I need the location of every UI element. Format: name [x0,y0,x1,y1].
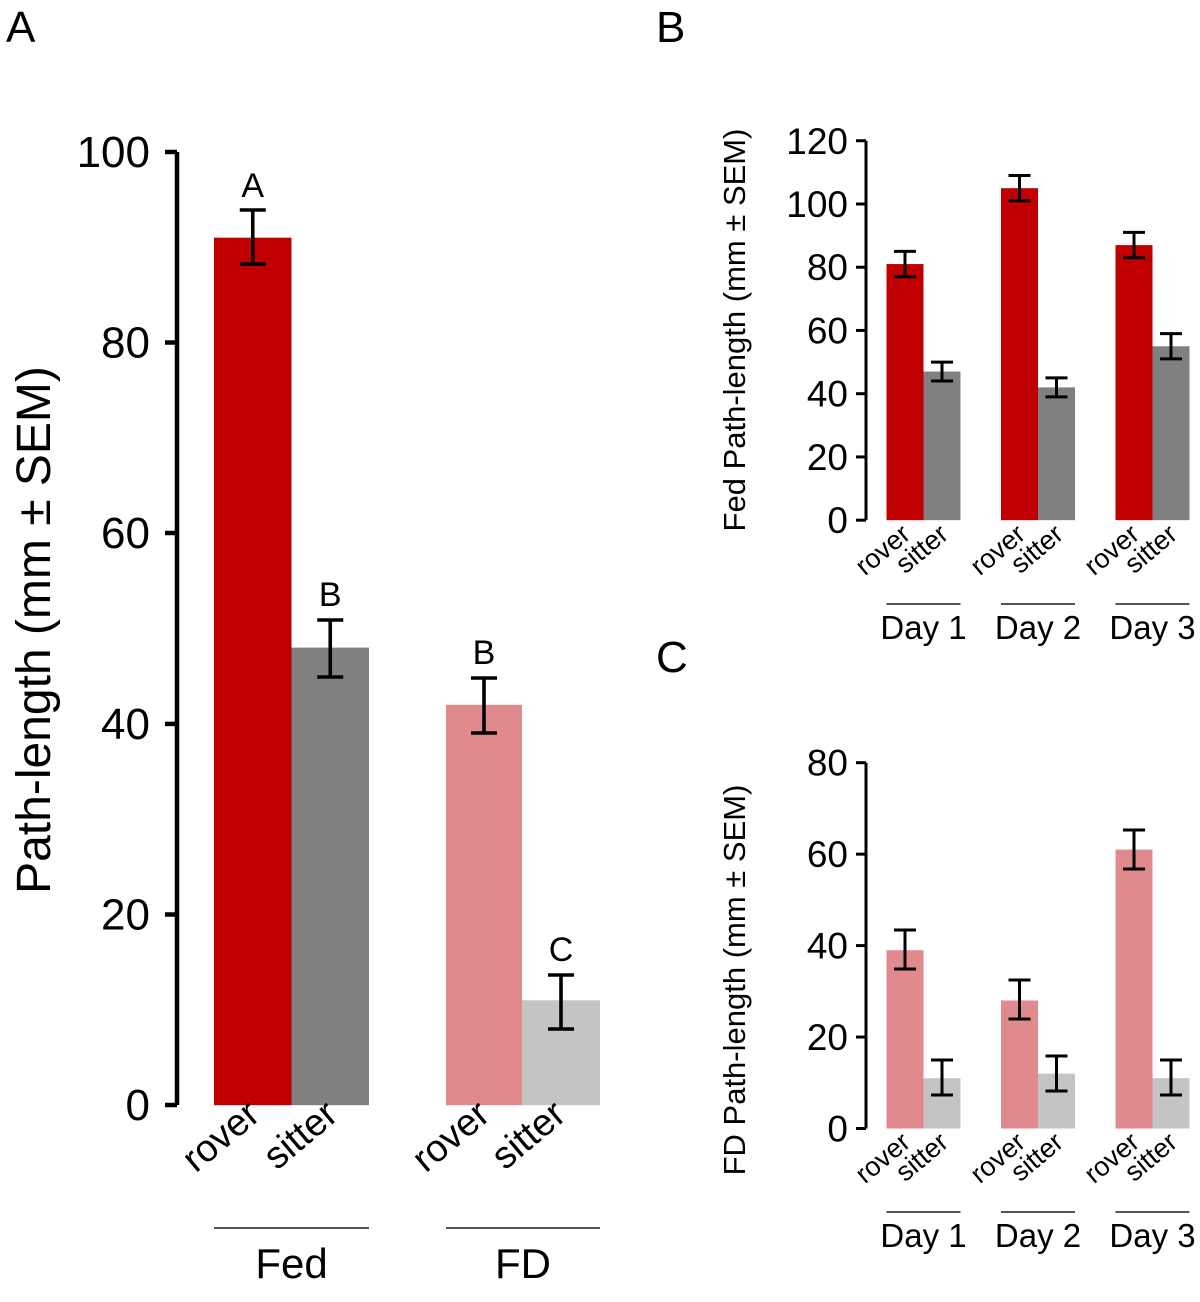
svg-text:C: C [656,633,688,682]
svg-text:Day 3: Day 3 [1109,1217,1195,1254]
svg-text:0: 0 [827,1109,848,1150]
svg-text:20: 20 [807,1017,848,1058]
svg-text:80: 80 [807,247,848,288]
svg-text:40: 40 [101,700,150,749]
svg-text:sitter: sitter [484,1093,574,1178]
svg-text:20: 20 [807,437,848,478]
svg-text:Path-length (mm ± SEM): Path-length (mm ± SEM) [8,366,61,894]
svg-text:60: 60 [807,834,848,875]
svg-text:100: 100 [786,184,848,225]
svg-text:C: C [549,931,574,969]
svg-text:rover: rover [404,1092,498,1180]
svg-text:FD Path-length (mm ± SEM): FD Path-length (mm ± SEM) [717,785,752,1176]
svg-text:60: 60 [101,509,150,558]
svg-text:100: 100 [77,128,150,177]
svg-text:FD: FD [495,1240,551,1287]
svg-text:40: 40 [807,374,848,415]
svg-text:Fed Path-length (mm ± SEM): Fed Path-length (mm ± SEM) [717,129,752,532]
svg-text:B: B [656,3,685,52]
svg-text:Fed: Fed [255,1240,327,1287]
svg-text:120: 120 [786,121,848,162]
svg-text:rover: rover [174,1092,268,1180]
svg-text:Day 2: Day 2 [995,1217,1081,1254]
svg-text:Day 1: Day 1 [880,1217,966,1254]
svg-text:0: 0 [126,1081,150,1130]
svg-text:B: B [473,634,496,672]
svg-text:80: 80 [807,743,848,784]
svg-text:B: B [319,576,342,614]
svg-text:sitter: sitter [256,1093,346,1178]
svg-text:20: 20 [101,891,150,940]
svg-text:0: 0 [827,500,848,541]
svg-text:A: A [6,3,36,52]
svg-text:60: 60 [807,310,848,351]
svg-text:40: 40 [807,926,848,967]
svg-text:A: A [241,167,264,205]
svg-text:80: 80 [101,319,150,368]
